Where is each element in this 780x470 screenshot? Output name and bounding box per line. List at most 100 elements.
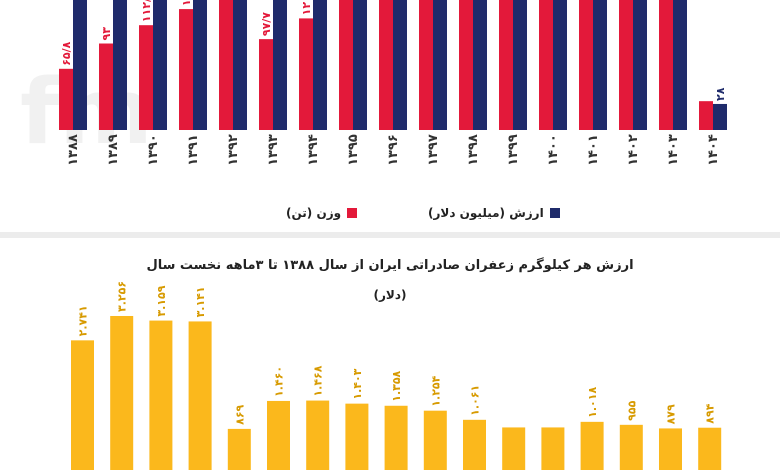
price-bar: [227, 428, 251, 470]
price-bar: [149, 320, 173, 470]
price-bar: [502, 427, 526, 470]
value-bar: [393, 0, 407, 130]
x-tick-label: ۱۳۹۸: [466, 134, 481, 166]
weight-bar: [299, 18, 313, 130]
x-tick-label: ۱۳۹۹: [506, 134, 521, 166]
value-bar: [633, 0, 647, 130]
x-tick-label: ۱۳۹۳: [266, 134, 281, 166]
weight-value-chart-panel: fm ۶۵/۸۱۳۸۸۹۳۱۳۸۹۱۱۲/۷۱۳۹۰۱۳۰۱۳۹۱۱۶۰/۸۱۴…: [0, 0, 780, 232]
price-data-label: ۱.۰۱۸: [586, 387, 599, 418]
price-bar: [659, 428, 682, 470]
weight-bar: [379, 0, 393, 130]
legend-swatch-weight: [347, 208, 358, 218]
weight-value-chart: ۶۵/۸۱۳۸۸۹۳۱۳۸۹۱۱۲/۷۱۳۹۰۱۳۰۱۳۹۱۱۶۰/۸۱۴۰۱۳…: [59, 0, 727, 166]
value-bar: [353, 0, 367, 130]
price-data-label: ۳.۱۴۱: [194, 286, 207, 317]
x-tick-label: ۱۳۸۹: [106, 134, 121, 166]
price-bar: [619, 424, 643, 470]
price-bar: [71, 340, 94, 470]
weight-data-label: ۹۳: [100, 27, 113, 41]
x-tick-label: ۱۴۰۰: [546, 134, 561, 166]
weight-bar: [219, 0, 233, 130]
price-data-label: ۱.۴۶۰: [273, 366, 286, 397]
x-tick-label: ۱۳۹۱: [186, 134, 201, 166]
weight-bar: [659, 0, 673, 130]
weight-data-label: ۱۱۲/۷: [140, 0, 153, 22]
weight-bar: [179, 9, 193, 131]
price-data-label: ۸۶۹: [233, 404, 246, 424]
price-bar: [580, 421, 604, 470]
weight-bar: [139, 25, 153, 131]
price-per-kg-chart-panel: ارزش هر کیلوگرم زعفران صادراتی ایران از …: [0, 238, 780, 470]
value-bar: [513, 0, 527, 130]
price-bar: [267, 400, 290, 470]
price-data-label: ۸۹۴: [704, 403, 717, 423]
x-tick-label: ۱۳۹۷: [426, 134, 441, 166]
weight-bar: [99, 43, 113, 131]
legend-value: ارزش (میلیون دلار): [428, 206, 560, 220]
x-tick-label: ۱۴۰۱: [586, 134, 601, 166]
price-data-label: ۹۵۵: [625, 400, 638, 420]
price-per-kg-chart: ۲.۷۴۱ ۳.۲۵۶ ۳.۱۵۹ ۳.۱۴۱ ۸۶۹ ۱.۴۶۰ ۱.۴۶۸ ۱.۴۰۳ ۱.…: [71, 281, 722, 470]
value-data-label: ۲۸: [714, 87, 727, 101]
value-bar: [433, 0, 447, 130]
price-bar: [110, 315, 134, 470]
price-bar: [541, 427, 565, 470]
weight-data-label: ۶۵/۸: [60, 41, 73, 65]
x-tick-label: ۱۳۹۲: [226, 134, 241, 166]
x-tick-label: ۱۴۰۲: [626, 134, 641, 166]
weight-bar: [419, 0, 433, 130]
chart-subtitle: (دلار): [373, 288, 407, 302]
price-data-label: ۱.۴۰۳: [351, 368, 364, 399]
price-data-label: ۳.۱۵۹: [155, 285, 168, 316]
price-data-label: ۱.۲۵۴: [429, 375, 442, 406]
legend-label-value: ارزش (میلیون دلار): [428, 206, 544, 220]
price-data-label: ۱.۰۶۱: [469, 385, 482, 416]
value-bar: [273, 0, 287, 130]
value-bar: [193, 0, 207, 130]
weight-bar: [59, 68, 73, 130]
chart-title: ارزش هر کیلوگرم زعفران صادراتی ایران از …: [146, 258, 634, 273]
value-bar: [153, 0, 167, 130]
weight-bar: [459, 0, 473, 130]
price-bar: [463, 419, 486, 470]
price-data-label: ۳.۲۵۶: [116, 281, 129, 312]
value-bar: [673, 0, 687, 130]
price-data-label: ۱.۳۵۸: [390, 370, 403, 401]
value-bar: [313, 0, 327, 130]
x-tick-label: ۱۳۹۵: [346, 134, 361, 166]
x-tick-label: ۱۳۸۸: [66, 134, 81, 166]
x-tick-label: ۱۳۹۶: [386, 134, 401, 166]
price-bar: [188, 321, 212, 470]
x-tick-label: ۱۳۹۰: [146, 134, 161, 166]
x-tick-label: ۱۴۰۴: [706, 134, 721, 166]
price-data-label: ۲.۷۴۱: [77, 305, 90, 336]
price-data-label: ۸۷۹: [665, 404, 678, 424]
weight-data-label: ۱۳۰: [180, 0, 193, 6]
weight-bar: [579, 0, 593, 130]
x-tick-label: ۱۳۹۴: [306, 134, 321, 166]
legend-swatch-value: [549, 208, 560, 218]
weight-bar: [339, 0, 353, 130]
price-bar: [698, 427, 722, 470]
price-bar: [423, 410, 447, 470]
weight-bar: [699, 101, 713, 130]
x-tick-label: ۱۴۰۳: [666, 134, 681, 166]
weight-bar: [619, 0, 633, 130]
price-bar: [306, 400, 330, 470]
weight-bar: [259, 39, 273, 130]
weight-bar: [499, 0, 513, 130]
value-bar: [233, 0, 247, 130]
price-bar: [345, 403, 369, 470]
legend-label-weight: وزن (تن): [286, 206, 342, 220]
weight-data-label: ۱۲۰: [300, 0, 313, 15]
value-bar: [553, 0, 567, 130]
value-bar: [593, 0, 607, 130]
weight-data-label: ۹۷/۷: [260, 12, 273, 36]
legend-weight: وزن (تن): [286, 206, 358, 220]
value-bar: [713, 103, 727, 130]
value-bar: [113, 0, 127, 130]
value-bar: [473, 0, 487, 130]
weight-bar: [539, 0, 553, 130]
value-bar: [73, 0, 87, 130]
